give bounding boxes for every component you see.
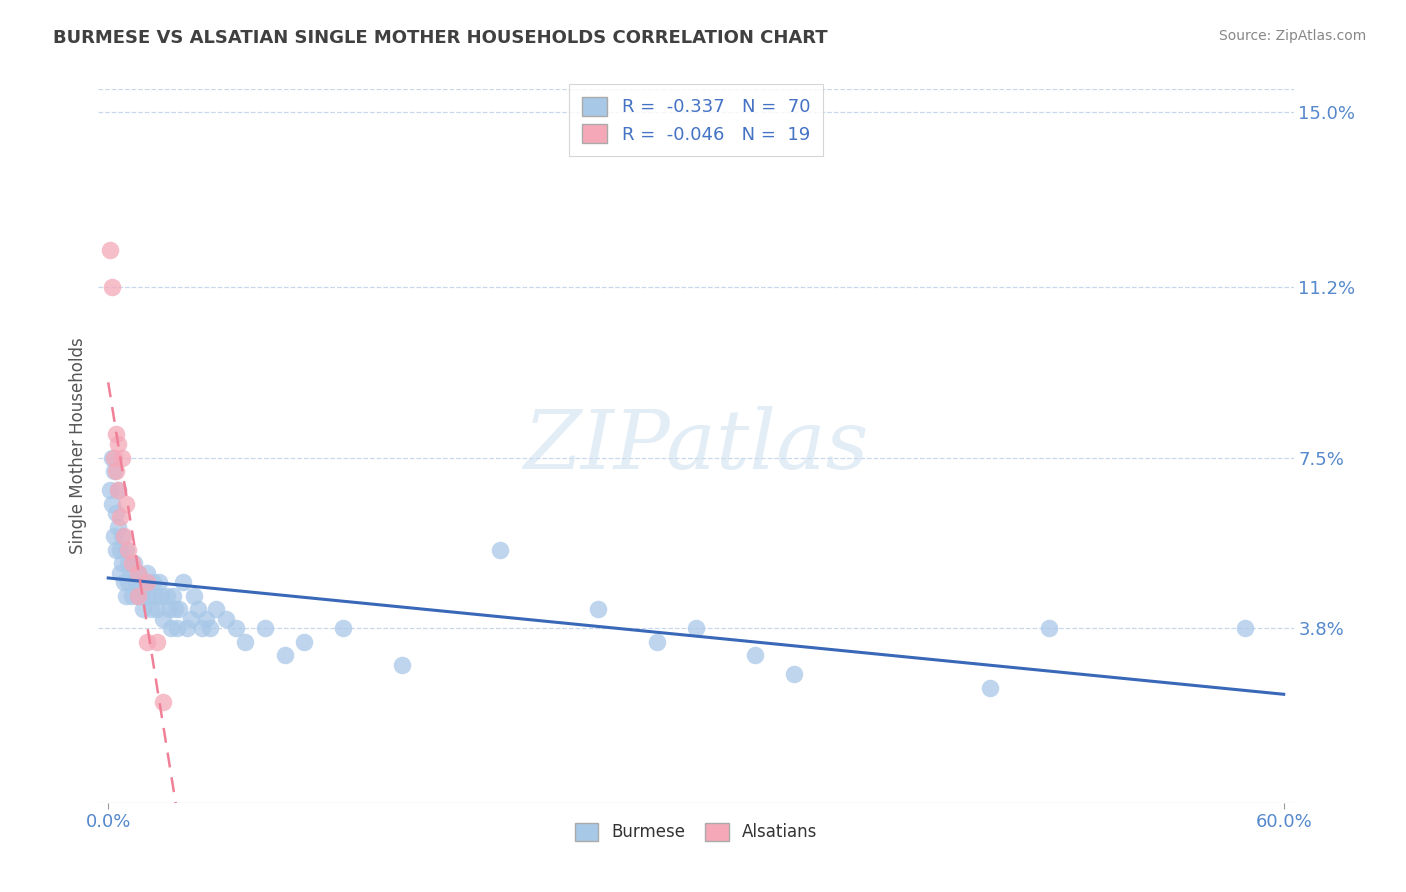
Point — [332, 621, 354, 635]
Point — [105, 506, 128, 520]
Point — [111, 450, 134, 465]
Point — [103, 450, 125, 465]
Point — [127, 566, 149, 580]
Point — [115, 497, 138, 511]
Point — [103, 464, 125, 478]
Point — [136, 574, 159, 589]
Point — [160, 621, 183, 635]
Point — [273, 648, 295, 663]
Point — [183, 589, 205, 603]
Point — [205, 602, 228, 616]
Point — [172, 574, 194, 589]
Point — [132, 602, 155, 616]
Point — [166, 621, 188, 635]
Point — [141, 602, 163, 616]
Point — [162, 589, 184, 603]
Point — [112, 529, 135, 543]
Point — [979, 681, 1001, 695]
Point — [146, 602, 169, 616]
Point — [101, 280, 124, 294]
Point — [150, 589, 173, 603]
Point — [124, 574, 146, 589]
Point — [1038, 621, 1060, 635]
Point — [118, 566, 141, 580]
Point — [107, 483, 129, 497]
Point — [131, 589, 153, 603]
Point — [136, 566, 159, 580]
Point — [105, 464, 128, 478]
Point — [122, 557, 145, 571]
Point — [98, 244, 121, 258]
Point — [101, 497, 124, 511]
Point — [215, 612, 238, 626]
Point — [112, 574, 135, 589]
Point — [157, 602, 180, 616]
Point — [134, 574, 156, 589]
Point — [586, 602, 609, 616]
Point — [148, 574, 170, 589]
Point — [187, 602, 209, 616]
Point — [127, 589, 149, 603]
Point — [489, 542, 512, 557]
Point — [111, 557, 134, 571]
Point — [117, 574, 139, 589]
Y-axis label: Single Mother Households: Single Mother Households — [69, 338, 87, 554]
Point — [235, 634, 257, 648]
Point — [142, 574, 165, 589]
Point — [195, 612, 218, 626]
Point — [127, 566, 149, 580]
Legend: Burmese, Alsatians: Burmese, Alsatians — [568, 816, 824, 848]
Point — [152, 694, 174, 708]
Point — [98, 483, 121, 497]
Point — [121, 589, 143, 603]
Point — [146, 634, 169, 648]
Point — [107, 519, 129, 533]
Point — [121, 557, 143, 571]
Point — [783, 666, 806, 681]
Point — [108, 566, 131, 580]
Point — [105, 542, 128, 557]
Point — [101, 450, 124, 465]
Point — [143, 589, 166, 603]
Text: Source: ZipAtlas.com: Source: ZipAtlas.com — [1219, 29, 1367, 43]
Point — [198, 621, 221, 635]
Point — [225, 621, 247, 635]
Text: ZIPatlas: ZIPatlas — [523, 406, 869, 486]
Point — [128, 574, 150, 589]
Point — [179, 612, 201, 626]
Point — [108, 542, 131, 557]
Point — [107, 483, 129, 497]
Point — [744, 648, 766, 663]
Point — [391, 657, 413, 672]
Point — [1233, 621, 1256, 635]
Point — [127, 589, 149, 603]
Point — [103, 529, 125, 543]
Point — [107, 436, 129, 450]
Point — [156, 589, 179, 603]
Point — [111, 529, 134, 543]
Point — [292, 634, 315, 648]
Point — [115, 589, 138, 603]
Point — [115, 542, 138, 557]
Point — [645, 634, 668, 648]
Point — [191, 621, 214, 635]
Point — [685, 621, 707, 635]
Text: BURMESE VS ALSATIAN SINGLE MOTHER HOUSEHOLDS CORRELATION CHART: BURMESE VS ALSATIAN SINGLE MOTHER HOUSEH… — [53, 29, 828, 46]
Point — [108, 510, 131, 524]
Point — [152, 612, 174, 626]
Point — [253, 621, 276, 635]
Point — [136, 634, 159, 648]
Point — [176, 621, 198, 635]
Point — [117, 542, 139, 557]
Point — [117, 557, 139, 571]
Point — [138, 589, 160, 603]
Point — [105, 427, 128, 442]
Point — [163, 602, 186, 616]
Point — [167, 602, 190, 616]
